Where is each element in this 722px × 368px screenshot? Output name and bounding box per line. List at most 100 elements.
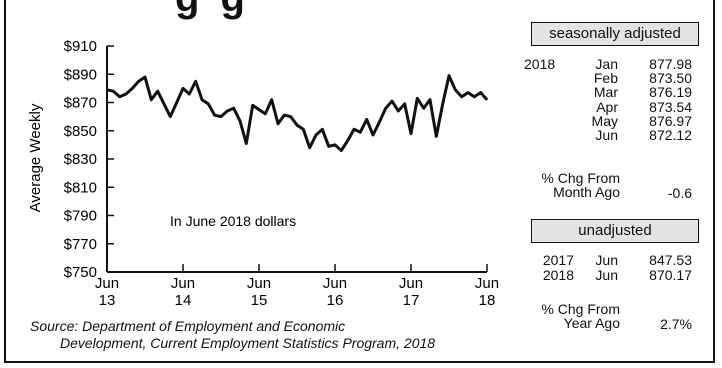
y-axis-label: Average Weekly (27, 103, 44, 212)
adjusted-value: 872.12 (630, 128, 692, 142)
data-point (436, 136, 437, 137)
data-point (277, 123, 278, 124)
data-point (208, 103, 209, 104)
data-point (119, 96, 120, 97)
adjusted-value: 873.54 (630, 100, 692, 114)
unadjusted-value: 870.17 (630, 268, 692, 282)
adjusted-year: 2018 (524, 57, 555, 71)
chg-year-value: 2.7% (640, 317, 692, 331)
data-point (220, 116, 221, 117)
source-line-1: Source: Department of Employment and Eco… (30, 318, 435, 335)
x-tick-label-year: 14 (175, 292, 192, 309)
data-point (265, 113, 266, 114)
x-tick-label-month: Jun (323, 275, 347, 292)
data-point (417, 98, 418, 99)
data-point (423, 108, 424, 109)
x-tick-label-month: Jun (171, 275, 195, 292)
data-point (322, 129, 323, 130)
x-tick-label-month: Jun (247, 275, 271, 292)
x-tick-label-year: 13 (99, 292, 116, 309)
x-tick-label-month: Jun (399, 275, 423, 292)
unadjusted-month: Jun (578, 268, 618, 282)
data-point (290, 116, 291, 117)
data-point (113, 91, 114, 92)
data-point (467, 92, 468, 93)
adjusted-value: 876.19 (630, 85, 692, 99)
data-point (398, 110, 399, 111)
data-point (404, 103, 405, 104)
weekly-wage-series-line (107, 76, 487, 151)
adjusted-month: Jun (560, 128, 618, 142)
y-tick-label: $750 (64, 264, 97, 281)
data-point (410, 133, 411, 134)
data-point (474, 96, 475, 97)
adjusted-month: Mar (560, 85, 618, 99)
y-tick-label: $810 (64, 179, 97, 196)
data-point (189, 93, 190, 94)
data-point (138, 81, 139, 82)
x-tick-label-month: Jun (475, 275, 499, 292)
data-point (315, 134, 316, 135)
x-tick-label-month: Jun (95, 275, 119, 292)
chg-month-label-1: % Chg From (514, 171, 620, 185)
data-point (227, 110, 228, 111)
data-point (233, 108, 234, 109)
data-point (296, 125, 297, 126)
data-point (163, 103, 164, 104)
x-tick-label-year: 17 (403, 292, 420, 309)
data-point (252, 105, 253, 106)
series-points (106, 75, 487, 151)
data-point (125, 93, 126, 94)
data-point (303, 129, 304, 130)
data-point (239, 120, 240, 121)
y-tick-label: $790 (64, 208, 97, 225)
data-point (176, 102, 177, 103)
adjusted-month: Feb (560, 71, 618, 85)
adjusted-month: May (560, 114, 618, 128)
adjusted-value: 877.98 (630, 57, 692, 71)
chg-month-label-2: Month Ago (514, 185, 620, 199)
data-point (372, 134, 373, 135)
data-point (379, 122, 380, 123)
data-point (391, 100, 392, 101)
y-tick-label: $910 (64, 38, 97, 55)
data-point (334, 144, 335, 145)
data-point (284, 115, 285, 116)
adjusted-month: Apr (560, 100, 618, 114)
data-point (442, 103, 443, 104)
unadjusted-month: Jun (578, 253, 618, 267)
unadjusted-value: 847.53 (630, 253, 692, 267)
data-point (455, 89, 456, 90)
chg-year-label-1: % Chg From (514, 302, 620, 316)
unadjusted-year: 2017 (530, 253, 574, 267)
data-point (170, 116, 171, 117)
data-point (429, 99, 430, 100)
data-point (182, 88, 183, 89)
y-tick-label: $830 (64, 151, 97, 168)
data-point (353, 129, 354, 130)
data-point (341, 150, 342, 151)
data-point (132, 88, 133, 89)
source-note: Source: Department of Employment and Eco… (30, 318, 435, 352)
chg-month-value: -0.6 (640, 186, 692, 200)
y-tick-label: $850 (64, 123, 97, 140)
data-point (151, 99, 152, 100)
y-tick-label: $870 (64, 95, 97, 112)
chart-annotation: In June 2018 dollars (170, 213, 296, 229)
data-point (309, 147, 310, 148)
data-point (106, 89, 107, 90)
chg-year-label-2: Year Ago (514, 316, 620, 330)
data-point (366, 119, 367, 120)
data-point (486, 99, 487, 100)
x-tick-label-year: 16 (327, 292, 344, 309)
data-point (385, 108, 386, 109)
x-tick-label-year: 18 (479, 292, 496, 309)
data-point (360, 132, 361, 133)
data-point (461, 96, 462, 97)
adjusted-month: Jan (560, 57, 618, 71)
chart-axes (107, 46, 487, 272)
data-point (347, 140, 348, 141)
data-point (157, 91, 158, 92)
source-line-2: Development, Current Employment Statisti… (30, 335, 435, 352)
